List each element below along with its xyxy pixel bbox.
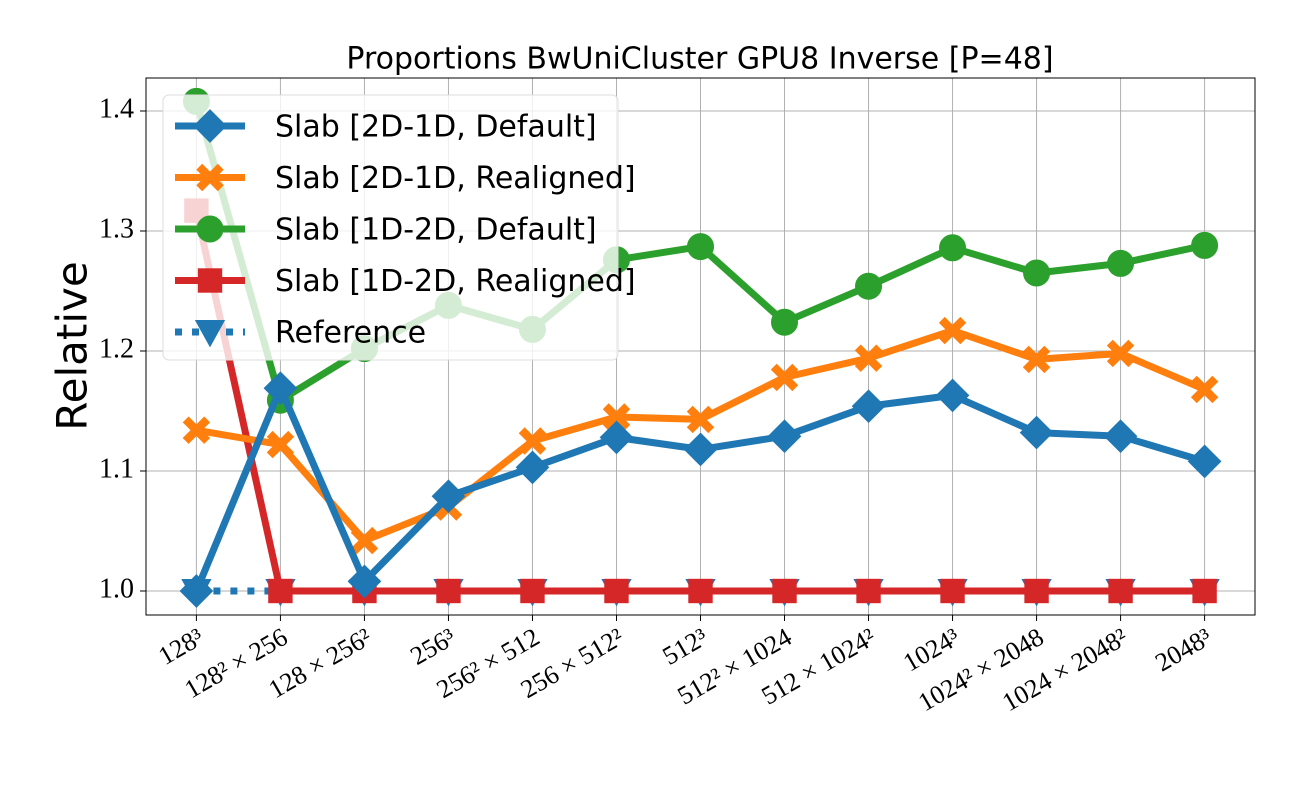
marker [939,234,967,262]
marker [196,215,224,243]
marker [935,378,970,413]
x-tick-label: 512³ [657,622,712,671]
marker [182,416,211,444]
x-tick-label: 2048³ [1150,622,1216,677]
marker [855,272,883,300]
y-tick-label: 1.3 [99,213,134,244]
legend-label: Slab [1D-2D, Default] [275,213,597,248]
marker [1192,578,1217,604]
marker [1103,419,1138,454]
marker [938,316,967,345]
marker [856,578,881,604]
y-axis-label: Relative [48,261,97,430]
marker [686,405,715,434]
marker [854,344,883,372]
chart-title: Proportions BwUniCluster GPU8 Inverse [P… [346,42,1053,77]
marker [1024,578,1049,604]
marker [1023,259,1051,287]
marker [196,163,224,192]
legend-box [162,94,619,361]
marker [515,450,550,485]
marker [1022,345,1051,374]
marker [436,578,461,604]
plot-frame [145,77,1256,616]
marker [266,430,295,459]
x-tick-label: 128³ [153,622,208,671]
marker [602,403,631,431]
marker [1107,249,1135,277]
y-tick-label: 1.2 [99,333,134,364]
marker [179,574,214,608]
x-tick-label: 256³ [405,622,460,671]
marker [268,578,293,604]
marker [347,564,382,599]
marker [194,320,226,348]
marker [770,363,799,392]
legend: Slab [2D-1D, Default] Slab [2D-1D, Realig… [162,94,636,361]
marker [193,109,227,143]
marker [683,432,718,467]
marker [197,268,223,293]
y-tick-label: 1.1 [99,453,134,484]
marker [940,578,965,604]
marker [518,427,547,455]
marker [431,479,466,514]
marker [604,578,629,604]
marker [1187,444,1222,479]
legend-label: Reference [275,316,426,351]
y-tick-label: 1.0 [99,573,134,604]
marker [851,389,886,424]
marker [767,419,802,454]
y-tick-label: 1.4 [99,93,134,124]
legend-label: Slab [1D-2D, Realigned] [275,264,636,299]
marker [1106,339,1135,368]
marker [263,371,298,406]
marker [1191,231,1219,259]
marker [520,578,545,604]
marker [1019,415,1054,450]
legend-label: Slab [2D-1D, Realigned] [275,161,636,196]
marker [1190,375,1219,404]
marker [1108,578,1133,604]
marker [771,308,799,336]
marker [688,578,713,604]
legend-label: Slab [2D-1D, Default] [275,110,597,145]
marker [772,578,797,604]
marker [599,420,634,455]
marker [687,233,714,261]
